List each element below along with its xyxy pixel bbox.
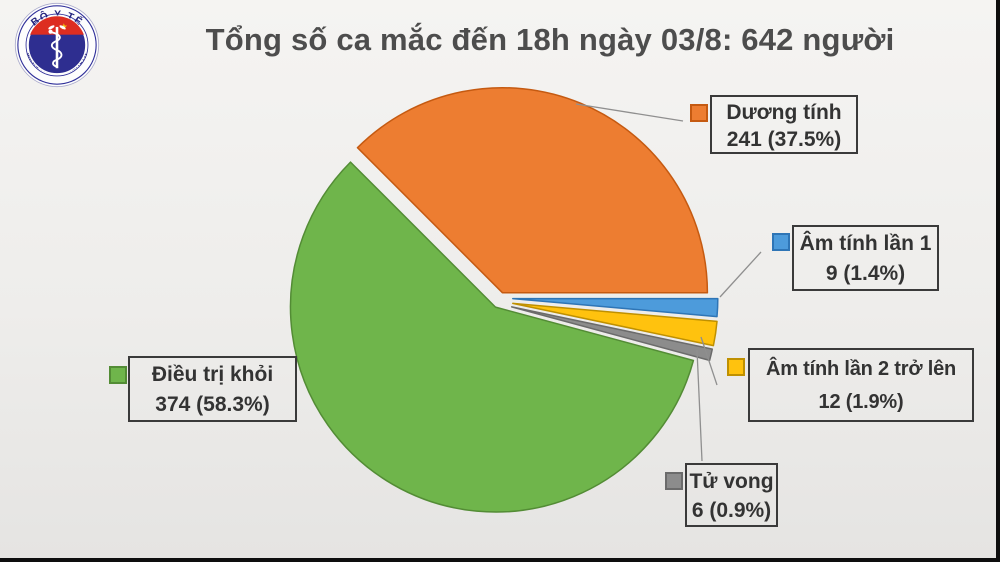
logo-star-icon: ★ xyxy=(60,22,68,32)
callout-value: 6 (0.9%) xyxy=(691,499,772,522)
callout-label: Âm tính lần 1 xyxy=(799,232,932,255)
frame-edge-right xyxy=(996,0,1000,562)
leader-line xyxy=(696,349,703,462)
callout-value: 241 (37.5%) xyxy=(726,128,842,151)
callout-value: 9 (1.4%) xyxy=(825,262,906,285)
chart-title: Tổng số ca mắc đến 18h ngày 03/8: 642 ng… xyxy=(205,22,895,57)
pie-slice-duong-tinh xyxy=(356,87,709,294)
pie-slice-am-tinh-lan-2 xyxy=(512,302,718,347)
callout-box: Điều trị khỏi 374 (58.3%) xyxy=(128,356,297,422)
callout-box: Tử vong 6 (0.9%) xyxy=(685,463,778,527)
pie-slice-dieu-tri-khoi xyxy=(289,161,695,513)
callout-value: 12 (1.9%) xyxy=(818,391,904,413)
legend-marker-am-tinh-lan-1 xyxy=(772,233,790,251)
legend-marker-am-tinh-lan-2 xyxy=(727,358,745,376)
callout-box: Âm tính lần 2 trở lên 12 (1.9%) xyxy=(748,348,974,422)
legend-marker-duong-tinh xyxy=(690,104,708,122)
frame-edge-bottom xyxy=(0,558,1000,562)
leader-line xyxy=(575,103,684,122)
logo-red-band xyxy=(28,16,86,35)
logo-ring xyxy=(17,5,97,85)
logo-inner-ring xyxy=(25,13,89,77)
callout-value: 374 (58.3%) xyxy=(155,393,270,416)
callout-label: Dương tính xyxy=(726,101,842,124)
callout-label: Âm tính lần 2 trở lên xyxy=(765,358,957,380)
leader-line xyxy=(719,251,762,298)
rod-of-asclepius-icon xyxy=(48,25,66,69)
pie-slice-am-tinh-lan-1 xyxy=(512,297,719,318)
ministry-of-health-logo: BỘ Y TẾ MINISTRY OF HEALTH ★ xyxy=(14,2,100,88)
callout-label: Tử vong xyxy=(689,470,774,493)
legend-marker-tu-vong xyxy=(665,472,683,490)
leader-line xyxy=(700,336,718,386)
callout-label: Điều trị khỏi xyxy=(151,363,274,386)
callout-box: Dương tính 241 (37.5%) xyxy=(710,95,858,154)
pie-slice-tu-vong xyxy=(510,306,714,362)
callout-box: Âm tính lần 1 9 (1.4%) xyxy=(792,225,939,291)
legend-marker-dieu-tri-khoi xyxy=(109,366,127,384)
